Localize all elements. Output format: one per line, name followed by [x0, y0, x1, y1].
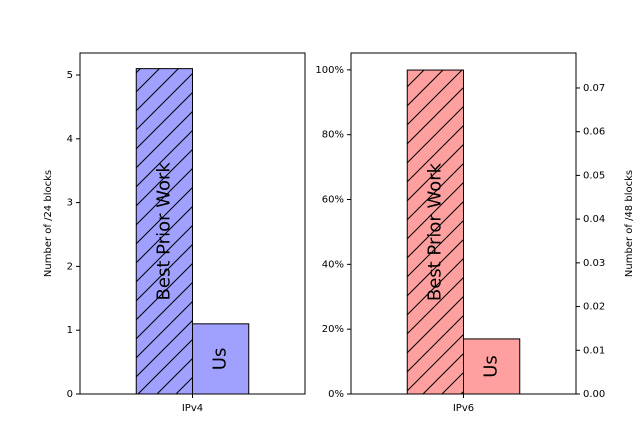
y-tick-label: 5	[67, 70, 73, 81]
y2-tick-label: 0.00	[583, 389, 605, 400]
y2-tick-label: 0.01	[583, 345, 605, 356]
bar-label: Best Prior Work	[424, 162, 445, 301]
bar	[463, 338, 521, 395]
y-tick-label: 20%	[322, 324, 344, 335]
y-tick-label: 0	[67, 389, 73, 400]
y2-axis-label: Number of /48 blocks	[624, 170, 635, 277]
bar	[192, 323, 250, 395]
bar-label: Us	[481, 355, 502, 378]
bar-label: Us	[210, 348, 231, 371]
y-tick-label: 4	[67, 134, 73, 145]
y2-tick-label: 0.05	[583, 170, 605, 181]
bar	[135, 68, 193, 395]
x-tick-label: IPv6	[453, 403, 474, 414]
axes-frame	[350, 52, 577, 395]
y-tick-label: 3	[67, 198, 73, 209]
y-tick-label: 1	[67, 325, 73, 336]
y2-tick-label: 0.06	[583, 127, 605, 138]
y2-tick-label: 0.07	[583, 83, 605, 94]
y-tick-label: 40%	[322, 259, 344, 270]
y-tick-label: 60%	[322, 195, 344, 206]
y2-tick-label: 0.04	[583, 214, 605, 225]
y2-tick-label: 0.03	[583, 258, 605, 269]
axes-frame	[79, 52, 306, 395]
y2-tick-label: 0.02	[583, 302, 605, 313]
x-tick-label: IPv4	[182, 403, 203, 414]
y-tick-label: 0%	[328, 389, 344, 400]
bar	[406, 69, 464, 395]
y-tick-label: 2	[67, 261, 73, 272]
y-tick-label: 100%	[315, 65, 344, 76]
y-tick-label: 80%	[322, 130, 344, 141]
y-axis-label: Number of /24 blocks	[43, 170, 54, 277]
bar-label: Best Prior Work	[153, 162, 174, 301]
